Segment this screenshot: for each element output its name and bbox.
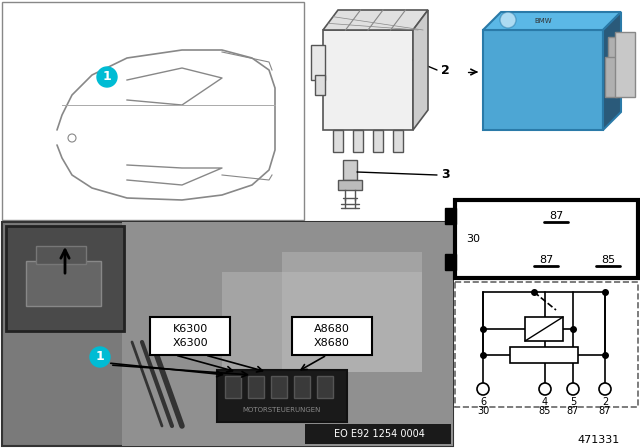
Bar <box>271 376 287 398</box>
Text: 87: 87 <box>549 211 563 221</box>
Text: X6300: X6300 <box>172 338 208 348</box>
Text: A8680: A8680 <box>314 324 350 334</box>
Bar <box>393 130 403 152</box>
Bar <box>292 317 372 355</box>
Text: X8680: X8680 <box>314 338 350 348</box>
Bar <box>122 222 453 446</box>
Bar <box>225 376 241 398</box>
Bar <box>333 130 343 152</box>
Text: MOTORSTEUERUNGEN: MOTORSTEUERUNGEN <box>243 407 321 413</box>
Circle shape <box>567 383 579 395</box>
Circle shape <box>97 67 117 87</box>
Polygon shape <box>603 12 621 130</box>
Polygon shape <box>483 12 621 30</box>
Text: 30: 30 <box>477 406 489 416</box>
Bar <box>317 376 333 398</box>
Text: 30: 30 <box>466 234 480 244</box>
Circle shape <box>599 383 611 395</box>
Text: BMW: BMW <box>534 18 552 24</box>
Bar <box>343 160 357 180</box>
Text: 3: 3 <box>441 168 449 181</box>
Circle shape <box>539 383 551 395</box>
Text: EO E92 1254 0004: EO E92 1254 0004 <box>333 429 424 439</box>
Bar <box>305 424 451 444</box>
Text: 1: 1 <box>102 70 111 83</box>
Text: 87: 87 <box>599 406 611 416</box>
Bar <box>323 30 413 130</box>
Bar <box>455 282 638 407</box>
Text: K6300: K6300 <box>172 324 207 334</box>
Text: 87: 87 <box>567 406 579 416</box>
Bar <box>525 317 563 341</box>
Bar <box>248 376 264 398</box>
Bar <box>311 45 325 80</box>
Text: 471331: 471331 <box>578 435 620 445</box>
Bar <box>2 222 453 446</box>
Text: 4: 4 <box>542 397 548 407</box>
Bar <box>483 30 603 130</box>
Text: 85: 85 <box>601 255 615 265</box>
Bar <box>2 2 304 220</box>
Bar <box>282 252 422 372</box>
Bar <box>353 130 363 152</box>
Circle shape <box>500 12 516 28</box>
Bar <box>455 200 638 278</box>
Bar <box>294 376 310 398</box>
Bar <box>150 317 230 355</box>
Circle shape <box>477 383 489 395</box>
Bar <box>26 261 101 306</box>
Text: 5: 5 <box>570 397 576 407</box>
Text: 2: 2 <box>440 64 449 77</box>
Text: 6: 6 <box>480 397 486 407</box>
Bar <box>373 130 383 152</box>
Bar <box>445 208 456 224</box>
Bar <box>615 32 635 97</box>
Text: 87: 87 <box>539 255 553 265</box>
Bar <box>445 254 456 270</box>
Polygon shape <box>413 10 428 130</box>
Text: 85: 85 <box>539 406 551 416</box>
Bar <box>605 57 617 97</box>
Bar <box>315 75 325 95</box>
Bar <box>36 246 86 264</box>
Polygon shape <box>323 10 428 30</box>
Bar <box>222 272 422 372</box>
Bar <box>510 347 578 363</box>
Bar <box>6 226 124 331</box>
Text: 1: 1 <box>95 350 104 363</box>
Bar <box>217 370 347 422</box>
Text: 2: 2 <box>602 397 608 407</box>
Circle shape <box>90 347 110 367</box>
Bar <box>338 180 362 190</box>
Bar <box>608 37 616 92</box>
